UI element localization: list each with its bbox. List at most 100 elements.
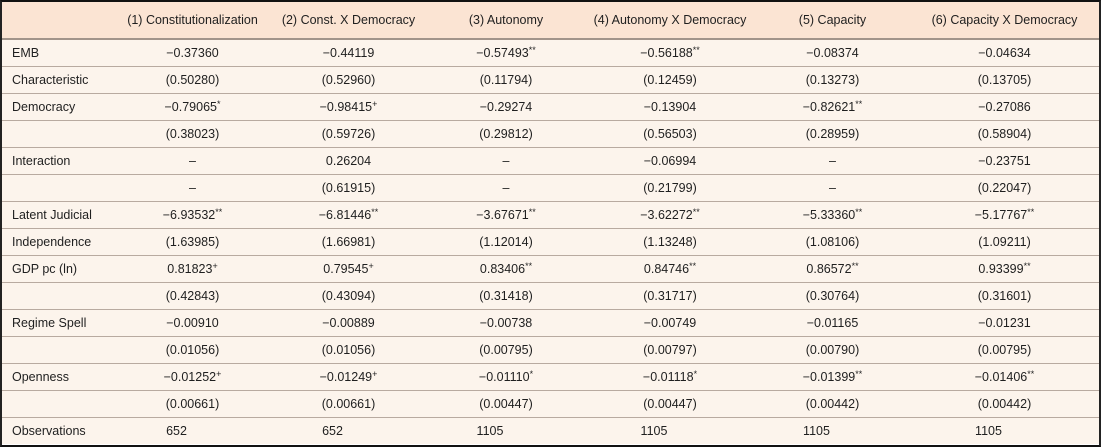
table-cell: −5.17767** (910, 201, 1099, 229)
cell-value: −0.01399 (802, 370, 856, 384)
row-label: Characteristic (2, 66, 115, 94)
table-cell: (0.13273) (755, 66, 910, 94)
cell-value: (0.00661) (165, 397, 220, 411)
table-cell: 0.81823+ (115, 255, 270, 283)
table-cell: (0.00797) (585, 336, 755, 364)
cell-value: – (829, 181, 836, 195)
significance-marker: * (216, 99, 221, 109)
significance-marker: ** (1027, 369, 1035, 379)
table-cell: (0.50280) (115, 66, 270, 94)
significance-marker: ** (528, 207, 536, 217)
table-cell: 0.26204 (270, 147, 427, 175)
cell-value: (0.28959) (805, 127, 860, 141)
table-cell: 652 (115, 417, 270, 444)
table-cell: −0.01252+ (115, 363, 270, 391)
cell-value: −0.98415 (319, 100, 373, 114)
table-cell: (0.00795) (910, 336, 1099, 364)
table-cell: −0.06994 (585, 147, 755, 175)
column-header-6: (6) Capacity X Democracy (910, 2, 1099, 40)
table-cell: (0.38023) (115, 120, 270, 148)
table-cell: −0.00738 (427, 309, 585, 337)
cell-value: (0.13273) (805, 73, 860, 87)
table-cell: 1105 (427, 417, 585, 444)
table-cell: – (755, 147, 910, 175)
table-cell: (0.00447) (427, 390, 585, 418)
significance-marker: ** (855, 369, 863, 379)
table-cell: −6.81446** (270, 201, 427, 229)
table-cell: −3.62272** (585, 201, 755, 229)
significance-marker: + (216, 369, 222, 379)
row-label: Openness (2, 363, 115, 391)
cell-value: −0.82621 (802, 100, 856, 114)
row-label (2, 390, 115, 418)
table-cell: −0.01231 (910, 309, 1099, 337)
table-cell: −0.13904 (585, 93, 755, 121)
table-row: Characteristic (0.50280) (0.52960) (0.11794… (2, 66, 1099, 94)
row-label: Observations (2, 417, 115, 444)
table-row: (0.01056) (0.01056) (0.00795) (0.00797) (0.0… (2, 336, 1099, 364)
cell-value: −0.27086 (978, 100, 1031, 114)
cell-value: −6.81446 (318, 208, 372, 222)
cell-value: – (189, 154, 196, 168)
row-label-text: Independence (12, 235, 92, 249)
cell-value: (0.00442) (977, 397, 1032, 411)
cell-value: −0.01165 (806, 316, 859, 330)
cell-value: (1.66981) (321, 235, 376, 249)
row-label: Democracy (2, 93, 115, 121)
table-cell: −0.57493** (427, 39, 585, 67)
row-label: Independence (2, 228, 115, 256)
significance-marker: ** (689, 261, 697, 271)
significance-marker: + (372, 99, 378, 109)
cell-value: 0.26204 (325, 154, 372, 168)
table-row: GDP pc (ln) 0.81823+ 0.79545+ 0.83406** 0.84… (2, 255, 1099, 283)
table-cell: (0.11794) (427, 66, 585, 94)
table-row: (0.00661) (0.00661) (0.00447) (0.00447) (0.0… (2, 390, 1099, 418)
cell-value: −0.01249 (319, 370, 373, 384)
cell-value: (1.63985) (165, 235, 220, 249)
cell-value: −0.56188 (640, 46, 693, 60)
cell-value: −0.01118 (642, 370, 694, 384)
table-cell: 0.86572** (755, 255, 910, 283)
cell-value: (0.31601) (977, 289, 1032, 303)
table-cell: (0.59726) (270, 120, 427, 148)
row-label-text: Interaction (12, 154, 71, 168)
table-cell: −0.56188** (585, 39, 755, 67)
cell-value: (0.00447) (643, 397, 697, 411)
table-cell: 0.83406** (427, 255, 585, 283)
table-cell: (0.22047) (910, 174, 1099, 202)
significance-marker: * (529, 369, 534, 379)
table-cell: (0.31601) (910, 282, 1099, 310)
cell-value: (1.09211) (978, 235, 1031, 249)
table-cell: −0.00749 (585, 309, 755, 337)
table-cell: 0.79545+ (270, 255, 427, 283)
cell-value: (0.22047) (977, 181, 1032, 195)
row-label-text: Regime Spell (12, 316, 87, 330)
cell-value: (0.13705) (977, 73, 1032, 87)
table-cell: −0.01118* (585, 363, 755, 391)
table-cell: – (115, 147, 270, 175)
cell-value: −0.00889 (322, 316, 375, 330)
table-cell: (0.01056) (270, 336, 427, 364)
row-label-text: Characteristic (12, 73, 89, 87)
cell-value: (0.43094) (321, 289, 376, 303)
significance-marker: ** (525, 261, 533, 271)
row-label: EMB (2, 39, 115, 67)
cell-value: 0.86572 (806, 262, 852, 276)
table-cell: −0.01249+ (270, 363, 427, 391)
significance-marker: ** (692, 45, 700, 55)
header-row: (1) Constitutionalization (2) Const. X De… (2, 2, 1099, 40)
table-cell: (0.00447) (585, 390, 755, 418)
table-row: EMB −0.37360 −0.44119 −0.57493** −0.56188** −… (2, 39, 1099, 67)
table-cell: −0.82621** (755, 93, 910, 121)
table-row: Openness −0.01252+ −0.01249+ −0.01110* −0.01… (2, 363, 1099, 391)
table-cell: −5.33360** (755, 201, 910, 229)
cell-value: (0.61915) (321, 181, 376, 195)
cell-value: 0.79545 (323, 262, 369, 276)
table-cell: −0.44119 (270, 39, 427, 67)
cell-value: −0.37360 (166, 46, 219, 60)
table-cell: (0.29812) (427, 120, 585, 148)
table-cell: (0.21799) (585, 174, 755, 202)
table-cell: (1.08106) (755, 228, 910, 256)
column-header-2: (2) Const. X Democracy (270, 2, 427, 40)
cell-value: (0.38023) (165, 127, 220, 141)
